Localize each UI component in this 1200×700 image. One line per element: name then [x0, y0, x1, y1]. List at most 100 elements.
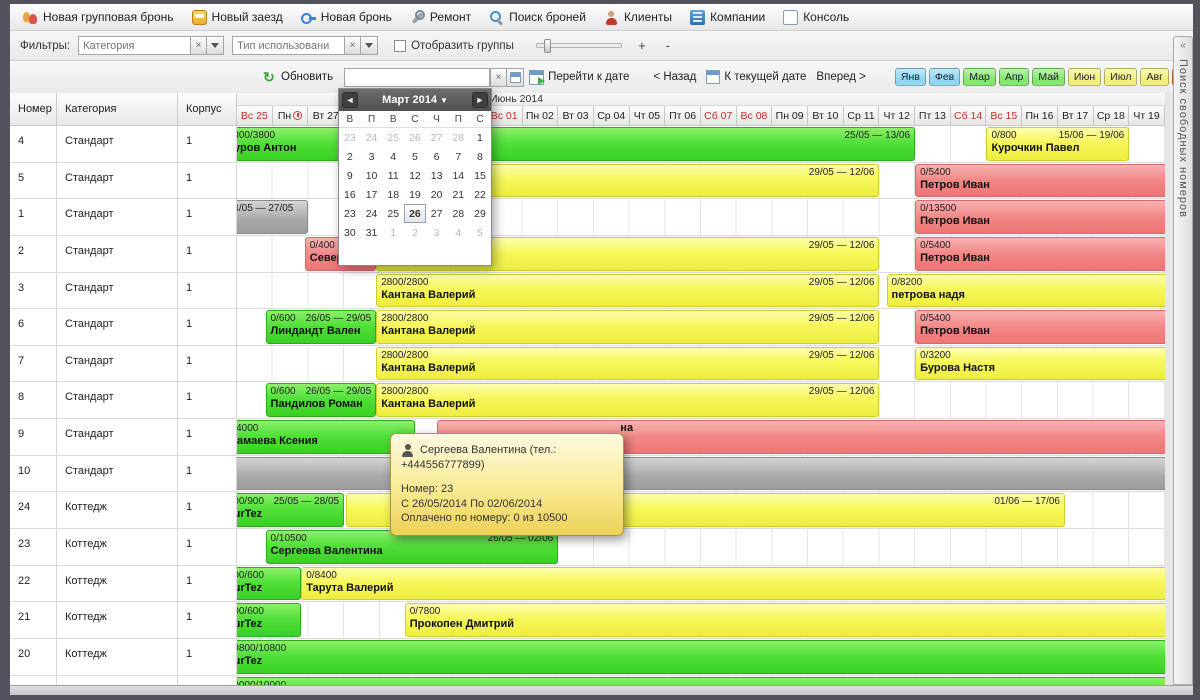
- calendar-day[interactable]: 5: [477, 226, 483, 239]
- toolbar-button-window[interactable]: Консоль: [776, 8, 856, 27]
- calendar-day[interactable]: 26: [404, 204, 426, 223]
- calendar-day[interactable]: 15: [474, 169, 486, 182]
- category-clear-icon[interactable]: ×: [190, 36, 208, 55]
- calendar-day[interactable]: 3: [368, 150, 375, 163]
- booking-bar[interactable]: 0/5400 Петров Иван: [915, 310, 1165, 344]
- day-header[interactable]: Вс 01: [486, 106, 523, 126]
- booking-bar[interactable]: 2800/2800 29/05 — 12/06 Кантана Валерий: [376, 273, 880, 308]
- refresh-button[interactable]: ↻ Обновить: [258, 68, 338, 86]
- calendar-day[interactable]: 21: [452, 188, 465, 201]
- booking-bar[interactable]: 0/8400 Тарута Валерий: [301, 566, 1165, 601]
- calendar-prev-icon[interactable]: ◄: [342, 92, 358, 108]
- booking-bar[interactable]: 600/600TurTez: [237, 603, 302, 637]
- calendar-day[interactable]: 12: [409, 169, 421, 182]
- calendar-day[interactable]: 8: [477, 150, 483, 163]
- toolbar-button-bus[interactable]: Новый заезд: [185, 8, 290, 27]
- calendar-day[interactable]: 6: [433, 150, 440, 163]
- calendar-day[interactable]: 11: [387, 169, 399, 182]
- day-header[interactable]: Вс 25: [237, 106, 273, 126]
- calendar-day[interactable]: 1: [390, 226, 397, 239]
- day-header[interactable]: Сб 07: [700, 106, 737, 126]
- booking-bar[interactable]: 2800/2800 29/05 — 12/06 Кантана Валерий: [376, 346, 880, 381]
- sidebar-collapse-icon[interactable]: «: [1180, 40, 1186, 51]
- booking-bar[interactable]: 0/600 26/05 — 29/05 Линдандт Вален: [265, 310, 377, 344]
- day-header[interactable]: Вт 27: [308, 106, 345, 126]
- calendar-day[interactable]: 7: [455, 150, 462, 163]
- forward-button[interactable]: Вперед >: [816, 71, 866, 83]
- month-button-Авг[interactable]: Авг: [1140, 68, 1169, 86]
- calendar-day[interactable]: 17: [365, 188, 378, 201]
- booking-bar[interactable]: 600/600TurTez: [237, 566, 302, 601]
- toolbar-button-building[interactable]: Компании: [683, 8, 772, 27]
- calendar-day[interactable]: 24: [365, 131, 378, 144]
- calendar-day[interactable]: 26: [409, 131, 421, 144]
- calendar-day[interactable]: 28: [452, 131, 465, 144]
- usage-clear-icon[interactable]: ×: [344, 36, 362, 55]
- day-header[interactable]: Пн: [272, 106, 309, 126]
- day-header[interactable]: Пн 02: [522, 106, 559, 126]
- booking-bar[interactable]: 0/8200 петрова надя: [886, 273, 1165, 308]
- toolbar-button-person[interactable]: Клиенты: [597, 8, 679, 27]
- booking-bar[interactable]: 0/600 26/05 — 29/05 Пандилов Роман: [265, 383, 377, 418]
- calendar-day[interactable]: 13: [430, 169, 443, 182]
- today-button[interactable]: К текущей дате: [701, 68, 811, 86]
- booking-bar[interactable]: 0/5400 Петров Иван: [915, 236, 1165, 271]
- booking-bar[interactable]: 10800/10800TurTez: [237, 639, 1165, 674]
- booking-bar[interactable]: 0/4000Мамаева Ксения: [237, 420, 416, 454]
- calendar-day[interactable]: 25: [387, 207, 400, 220]
- goto-date-button[interactable]: Перейти к дате: [524, 68, 634, 87]
- booking-bar[interactable]: 0/5400 Петров Иван: [915, 163, 1165, 198]
- calendar-title[interactable]: Март 2014 ▼: [382, 94, 448, 106]
- calendar-day[interactable]: 18: [387, 188, 400, 201]
- toolbar-button-group-booking[interactable]: Новая групповая бронь: [16, 8, 181, 27]
- goto-date-calendar-icon[interactable]: [507, 67, 525, 87]
- calendar-day[interactable]: 24: [365, 207, 378, 220]
- calendar-day[interactable]: 25: [387, 131, 400, 144]
- usage-dropdown-icon[interactable]: [361, 36, 379, 55]
- calendar-day[interactable]: 29: [474, 207, 486, 220]
- calendar-day[interactable]: 23: [344, 207, 356, 220]
- zoom-slider-handle[interactable]: [543, 39, 551, 53]
- calendar-day[interactable]: 14: [452, 169, 465, 182]
- calendar-day[interactable]: 4: [455, 226, 462, 239]
- goto-date-clear-icon[interactable]: ×: [490, 67, 508, 87]
- day-header[interactable]: Чт 12: [879, 106, 916, 126]
- day-header[interactable]: Вс 15: [986, 106, 1023, 126]
- toolbar-button-magnifier[interactable]: Поиск броней: [482, 8, 593, 27]
- booking-bar[interactable]: 0/7800 Прокопен Дмитрий: [404, 603, 1165, 637]
- toolbar-button-key[interactable]: Новая бронь: [294, 8, 399, 27]
- booking-bar[interactable]: 24/05 — 27/05: [237, 200, 309, 234]
- calendar-day[interactable]: 10: [365, 169, 378, 182]
- goto-date-input[interactable]: [344, 67, 491, 87]
- booking-bar[interactable]: 10000/10000TurTez: [237, 676, 1165, 685]
- day-header[interactable]: Пт 06: [665, 106, 701, 126]
- zoom-in-button[interactable]: +: [638, 38, 646, 53]
- booking-bar[interactable]: 0/3200 Бурова Настя: [915, 346, 1165, 381]
- day-header[interactable]: Ср 04: [593, 106, 630, 126]
- month-button-Мар[interactable]: Мар: [963, 68, 996, 86]
- toolbar-button-wrench[interactable]: Ремонт: [403, 8, 478, 27]
- calendar-day[interactable]: 22: [474, 188, 486, 201]
- month-button-Янв[interactable]: Янв: [894, 68, 926, 86]
- calendar-day[interactable]: 19: [409, 188, 421, 201]
- calendar-day[interactable]: 31: [365, 226, 378, 239]
- category-dropdown-icon[interactable]: [207, 36, 225, 55]
- calendar-day[interactable]: 1: [477, 131, 483, 144]
- calendar-day[interactable]: 20: [430, 188, 443, 201]
- booking-bar[interactable]: 0/800 15/06 — 19/06 Курочкин Павел: [986, 127, 1130, 161]
- month-button-Май[interactable]: Май: [1032, 68, 1065, 86]
- month-button-Апр[interactable]: Апр: [998, 68, 1030, 86]
- day-header[interactable]: Пн 16: [1022, 106, 1058, 126]
- calendar-day[interactable]: 9: [346, 169, 353, 182]
- calendar-day[interactable]: 4: [390, 150, 397, 163]
- booking-bar[interactable]: 2800/2800 29/05 — 12/06 Кантана Валерий: [376, 383, 880, 418]
- calendar-next-icon[interactable]: ►: [471, 92, 488, 108]
- zoom-slider[interactable]: [535, 39, 622, 53]
- month-button-Июн[interactable]: Июн: [1067, 68, 1102, 86]
- calendar-day[interactable]: 3: [433, 226, 440, 239]
- month-button-Июл[interactable]: Июл: [1104, 68, 1138, 86]
- day-header[interactable]: Сб 14: [950, 106, 987, 126]
- day-header[interactable]: Пт 13: [915, 106, 951, 126]
- day-header[interactable]: Вс 08: [736, 106, 773, 126]
- calendar-day[interactable]: 5: [411, 150, 418, 163]
